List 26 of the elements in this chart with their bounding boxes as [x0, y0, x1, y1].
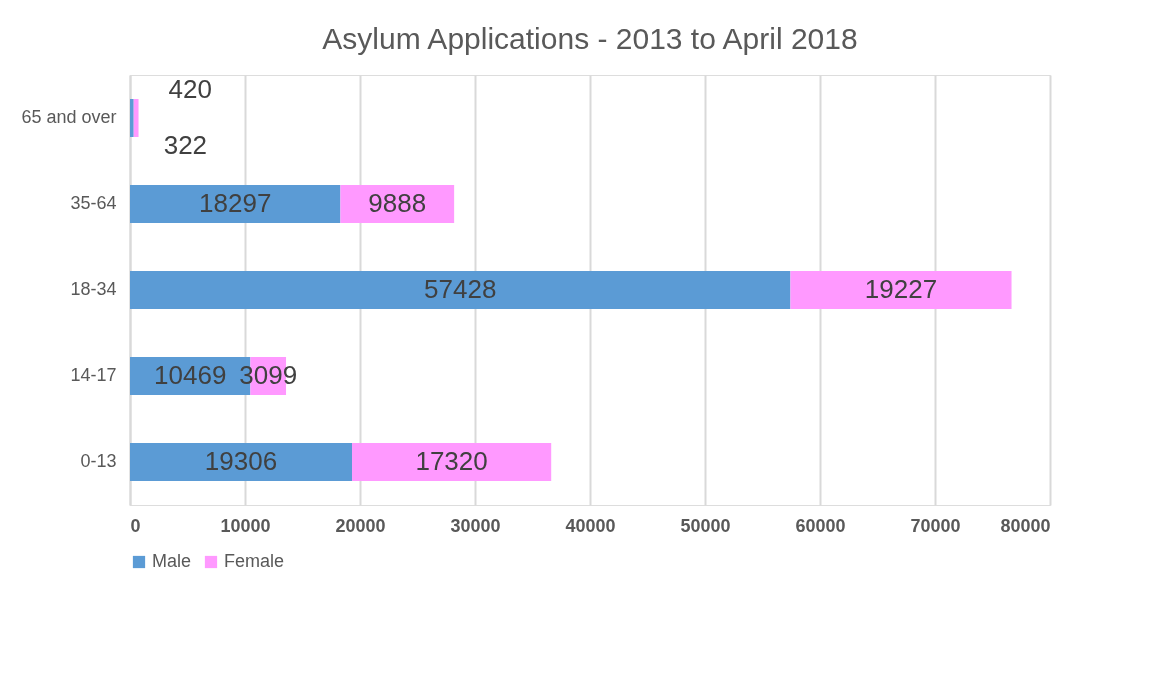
legend-label: Male: [152, 551, 192, 571]
x-tick-label: 30000: [450, 515, 501, 536]
x-tick-label: 80000: [1000, 515, 1051, 536]
chart-title: Asylum Applications - 2013 to April 2018: [322, 22, 858, 55]
y-tick-label: 14-17: [70, 365, 117, 385]
y-tick-label: 35-64: [70, 193, 117, 213]
data-label: 10469: [154, 360, 227, 390]
data-label: 19227: [864, 274, 938, 304]
y-tick-label: 0-13: [80, 451, 117, 471]
x-tick-label: 40000: [565, 515, 616, 536]
data-label: 17320: [415, 446, 488, 476]
data-label: 19306: [204, 446, 278, 476]
data-label: 18297: [199, 188, 272, 218]
x-tick-label: 60000: [795, 515, 846, 536]
data-label: 57428: [424, 274, 497, 304]
x-tick-label: 0: [130, 515, 141, 536]
data-label: 9888: [368, 188, 427, 218]
y-tick-label: 18-34: [70, 279, 117, 299]
x-tick-label: 50000: [680, 515, 731, 536]
data-label: 322: [163, 130, 208, 160]
x-tick-label: 10000: [220, 515, 271, 536]
data-label: 420: [168, 74, 212, 104]
x-tick-label: 70000: [910, 515, 961, 536]
legend-label: Female: [224, 551, 285, 571]
x-tick-label: 20000: [335, 515, 386, 536]
y-tick-label: 65 and over: [21, 107, 117, 127]
